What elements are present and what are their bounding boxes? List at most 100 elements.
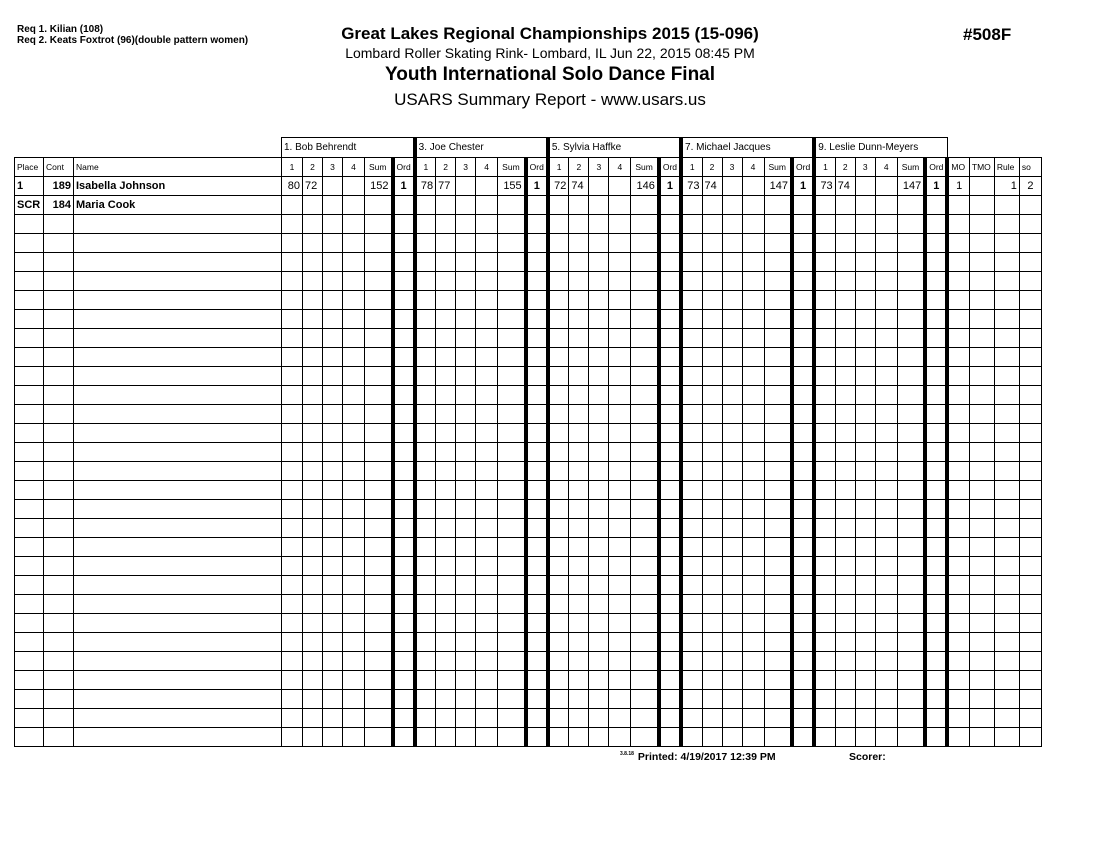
column-header: Ord bbox=[523, 157, 549, 177]
cell bbox=[43, 689, 74, 709]
cell bbox=[854, 347, 876, 367]
cell bbox=[302, 385, 323, 405]
cell bbox=[545, 727, 570, 747]
cell bbox=[281, 670, 303, 690]
cell bbox=[435, 214, 457, 234]
cell bbox=[568, 537, 590, 557]
cell bbox=[608, 499, 632, 519]
cell bbox=[390, 670, 416, 690]
cell bbox=[364, 575, 393, 595]
cell bbox=[497, 252, 527, 272]
cell bbox=[322, 632, 343, 652]
cell bbox=[455, 461, 477, 481]
cell bbox=[342, 423, 365, 443]
cell bbox=[390, 613, 416, 633]
cell bbox=[701, 594, 723, 614]
cell bbox=[923, 328, 948, 348]
cell bbox=[630, 556, 660, 576]
cell bbox=[874, 366, 898, 386]
cell bbox=[497, 594, 527, 614]
cell bbox=[721, 309, 743, 329]
cell bbox=[790, 328, 815, 348]
score bbox=[475, 195, 499, 215]
cell bbox=[497, 366, 527, 386]
cell bbox=[455, 366, 477, 386]
cell bbox=[545, 385, 570, 405]
cell bbox=[281, 328, 303, 348]
cell bbox=[923, 404, 948, 424]
cell bbox=[322, 461, 343, 481]
ordinal: 1 bbox=[923, 176, 948, 196]
score-sum: 147 bbox=[896, 176, 926, 196]
cell bbox=[790, 252, 815, 272]
column-header: so bbox=[1018, 157, 1042, 177]
cell bbox=[790, 347, 815, 367]
cell bbox=[523, 499, 549, 519]
cell bbox=[364, 214, 393, 234]
cell bbox=[497, 518, 527, 538]
cell bbox=[322, 480, 343, 500]
cell bbox=[790, 480, 815, 500]
cell bbox=[763, 708, 793, 728]
cell bbox=[364, 613, 393, 633]
cell bbox=[679, 537, 703, 557]
cell bbox=[679, 328, 703, 348]
cell bbox=[435, 499, 457, 519]
cell bbox=[435, 252, 457, 272]
cell bbox=[364, 233, 393, 253]
cell bbox=[923, 499, 948, 519]
cell bbox=[73, 594, 282, 614]
score bbox=[608, 195, 632, 215]
cell bbox=[721, 708, 743, 728]
cell bbox=[608, 252, 632, 272]
cell bbox=[475, 556, 499, 576]
cell bbox=[812, 575, 836, 595]
cell bbox=[545, 651, 570, 671]
score-sum: 146 bbox=[630, 176, 660, 196]
cell bbox=[342, 670, 365, 690]
cell bbox=[523, 689, 549, 709]
cell bbox=[435, 309, 457, 329]
cell bbox=[43, 727, 74, 747]
cell bbox=[993, 708, 1020, 728]
cell bbox=[608, 518, 632, 538]
empty-row bbox=[14, 442, 1042, 462]
cell bbox=[701, 480, 723, 500]
cell bbox=[342, 632, 365, 652]
cell bbox=[834, 385, 856, 405]
score bbox=[741, 176, 765, 196]
cell bbox=[364, 727, 393, 747]
cell bbox=[923, 613, 948, 633]
cell bbox=[281, 385, 303, 405]
cell bbox=[679, 670, 703, 690]
cell bbox=[968, 613, 995, 633]
cell bbox=[701, 461, 723, 481]
column-header: Sum bbox=[630, 157, 660, 177]
cell bbox=[630, 537, 660, 557]
cell bbox=[43, 613, 74, 633]
cell bbox=[993, 366, 1020, 386]
cell bbox=[968, 480, 995, 500]
cell bbox=[608, 442, 632, 462]
column-header: 4 bbox=[741, 157, 765, 177]
cell bbox=[412, 385, 437, 405]
cell bbox=[741, 594, 765, 614]
score-sum: 152 bbox=[364, 176, 393, 196]
cell bbox=[896, 328, 926, 348]
cell bbox=[475, 518, 499, 538]
cell bbox=[834, 537, 856, 557]
column-header: 4 bbox=[874, 157, 898, 177]
cell bbox=[322, 499, 343, 519]
cell bbox=[342, 309, 365, 329]
cell bbox=[854, 442, 876, 462]
cell bbox=[568, 632, 590, 652]
cell bbox=[455, 442, 477, 462]
cell bbox=[364, 404, 393, 424]
cell bbox=[945, 252, 970, 272]
cell bbox=[412, 556, 437, 576]
cell bbox=[854, 385, 876, 405]
cell bbox=[1018, 632, 1042, 652]
cell bbox=[968, 423, 995, 443]
cell bbox=[302, 670, 323, 690]
ordinal bbox=[390, 195, 416, 215]
